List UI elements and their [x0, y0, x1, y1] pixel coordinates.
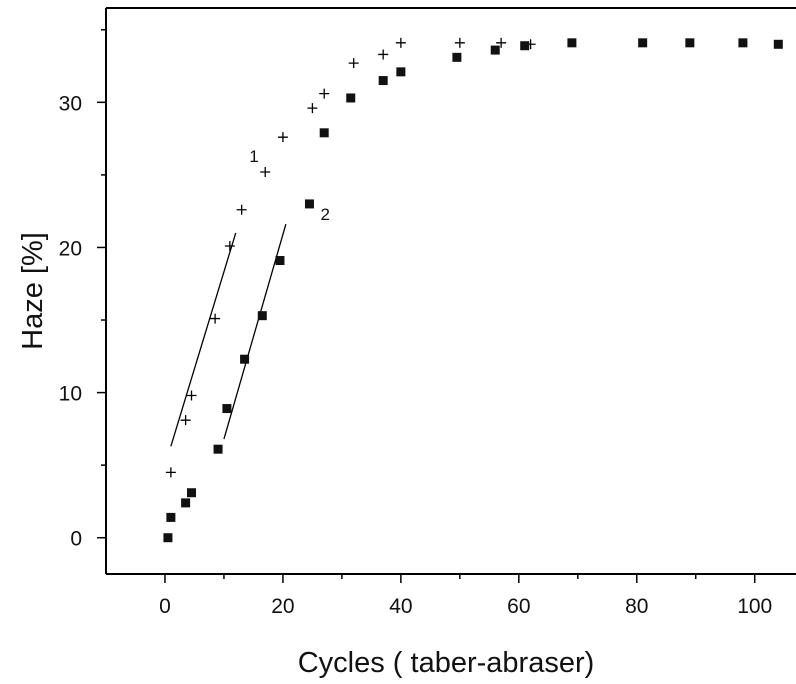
series-1-point — [180, 415, 191, 426]
series-2-point — [187, 488, 197, 498]
y-axis-title: Haze [%] — [17, 232, 49, 350]
plot-frame — [105, 7, 796, 575]
series-2-point — [222, 404, 232, 414]
series-2-point — [567, 38, 577, 48]
series-2-point — [257, 311, 267, 321]
series-2-point — [520, 41, 530, 51]
series-2-point — [452, 52, 462, 62]
series-2-point — [490, 45, 500, 55]
x-tick-label: 20 — [271, 595, 294, 618]
series-2-point — [304, 199, 314, 209]
series-2-point — [166, 512, 176, 522]
series-2-label: 2 — [320, 205, 329, 224]
y-tick-label: 20 — [59, 237, 82, 260]
series-2-point — [738, 38, 748, 48]
fit-line-1 — [170, 232, 237, 447]
series-1-point — [186, 390, 197, 401]
y-tick-label: 0 — [70, 528, 82, 551]
series-2-point — [213, 444, 223, 454]
series-1-point — [496, 37, 507, 48]
series-2-point — [773, 39, 783, 49]
series-2-point — [163, 533, 173, 543]
x-axis-ticks: 0 20 40 60 80 100 — [159, 574, 772, 618]
series-2-point — [396, 67, 406, 77]
series-2-point — [181, 498, 191, 508]
series-2-point — [240, 354, 250, 364]
series-1-point — [210, 313, 221, 324]
series-2-point — [638, 38, 648, 48]
series-1-point — [348, 58, 359, 69]
series-1-point — [395, 37, 406, 48]
series-2-points — [163, 38, 783, 543]
series-2-point — [346, 93, 356, 103]
series-2-point — [319, 128, 329, 138]
x-tick-label: 60 — [507, 595, 530, 618]
series-1-point — [277, 132, 288, 143]
series-2-point — [685, 38, 695, 48]
series-1-point — [378, 49, 389, 60]
series-1-label: 1 — [249, 147, 258, 166]
series-1-point — [224, 241, 235, 252]
series-1-point — [454, 37, 465, 48]
series-1-points — [165, 37, 536, 478]
series-1-point — [319, 88, 330, 99]
series-1-point — [236, 204, 247, 215]
y-tick-label: 10 — [59, 383, 82, 406]
series-1-point — [307, 103, 318, 114]
y-axis-ticks: 0 10 20 30 — [59, 29, 106, 551]
x-axis-title: Cycles ( taber-abraser) — [298, 647, 595, 679]
series-2-point — [275, 256, 285, 266]
x-tick-label: 0 — [159, 595, 171, 618]
x-tick-label: 100 — [737, 595, 772, 618]
series-2-point — [378, 76, 388, 86]
series-1-point — [165, 467, 176, 478]
y-tick-label: 30 — [59, 92, 82, 115]
x-tick-label: 40 — [389, 595, 412, 618]
x-tick-label: 80 — [625, 595, 648, 618]
series-1-point — [260, 166, 271, 177]
